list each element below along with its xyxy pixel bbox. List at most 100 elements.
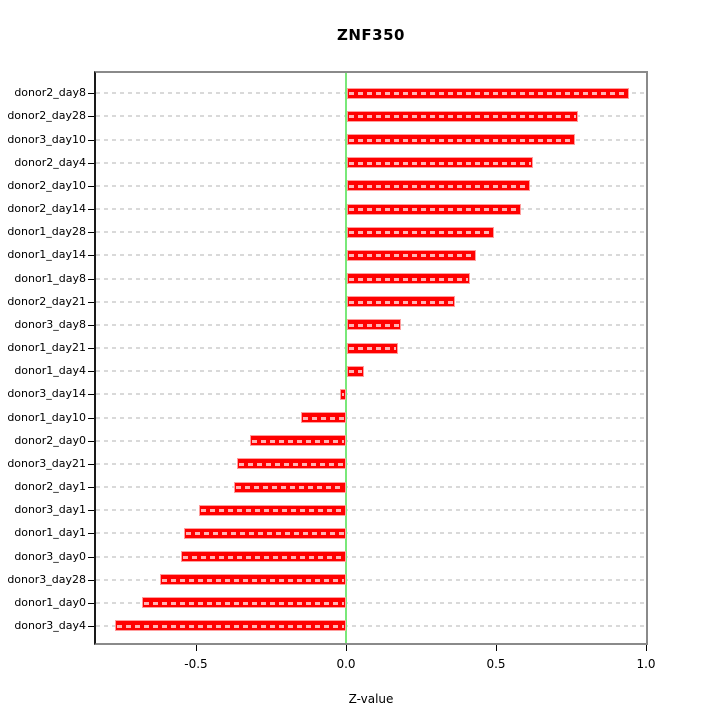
y-axis-label: donor2_day21: [7, 294, 86, 308]
y-tick: [88, 255, 94, 257]
bar: [347, 226, 494, 238]
y-tick: [88, 625, 94, 627]
bar: [347, 319, 401, 331]
x-tick-label: 0.0: [336, 657, 356, 671]
y-tick: [88, 371, 94, 373]
x-tick: [646, 645, 647, 651]
gridline: [96, 578, 646, 581]
y-tick: [88, 510, 94, 512]
gridline: [96, 486, 646, 489]
bar-hatch: [349, 231, 492, 235]
y-tick: [88, 579, 94, 581]
bar: [347, 180, 530, 192]
bar: [184, 527, 346, 539]
y-axis-label: donor3_day21: [7, 456, 86, 470]
bar-hatch: [349, 347, 396, 351]
bar-hatch: [349, 323, 399, 327]
y-tick: [88, 440, 94, 442]
bar-hatch: [342, 393, 344, 397]
bar-hatch: [349, 115, 576, 119]
bar-hatch: [349, 277, 468, 281]
bar: [160, 574, 346, 586]
plot-area: [94, 71, 648, 645]
bar-hatch: [144, 601, 344, 605]
y-axis-label: donor2_day10: [7, 178, 86, 192]
gridline: [96, 509, 646, 512]
gridline: [96, 532, 646, 535]
bar: [347, 273, 470, 285]
bar-hatch: [349, 208, 519, 212]
x-tick-label: 0.5: [486, 657, 506, 671]
y-axis-label: donor1_day28: [7, 225, 86, 239]
y-axis-label: donor2_day4: [14, 155, 86, 169]
y-axis-label: donor3_day1: [14, 503, 86, 517]
gridline: [96, 439, 646, 442]
y-axis-label: donor3_day4: [14, 618, 86, 632]
bar-hatch: [117, 624, 344, 628]
bar-hatch: [183, 555, 344, 559]
y-tick: [88, 139, 94, 141]
y-tick: [88, 394, 94, 396]
bar: [347, 110, 578, 122]
y-axis-label: donor3_day10: [7, 132, 86, 146]
bar-hatch: [252, 439, 344, 443]
y-tick: [88, 533, 94, 535]
zero-line: [345, 73, 347, 643]
y-tick: [88, 185, 94, 187]
bar: [181, 551, 346, 562]
bar: [347, 296, 455, 308]
bar-hatch: [349, 300, 453, 304]
gridline: [96, 462, 646, 465]
x-tick-label: -0.5: [184, 657, 208, 671]
bar-hatch: [349, 370, 362, 374]
y-axis-label: donor2_day14: [7, 202, 86, 216]
y-tick: [88, 602, 94, 604]
y-tick: [88, 278, 94, 280]
x-axis-title: Z-value: [348, 692, 394, 706]
y-axis-label: donor1_day1: [14, 526, 86, 540]
y-tick: [88, 463, 94, 465]
x-tick: [346, 645, 347, 651]
bar-hatch: [349, 184, 528, 188]
y-tick: [88, 232, 94, 234]
y-axis-label: donor2_day28: [7, 109, 86, 123]
bar-hatch: [349, 92, 627, 96]
y-axis-label: donor2_day8: [14, 86, 86, 100]
gridline: [96, 370, 646, 373]
bar: [233, 481, 346, 493]
y-tick: [88, 162, 94, 164]
y-axis-label: donor1_day8: [14, 271, 86, 285]
bar: [347, 134, 575, 146]
bar: [347, 342, 398, 354]
y-tick: [88, 116, 94, 118]
bars-layer: [96, 73, 646, 643]
bar-hatch: [349, 254, 474, 258]
y-axis-label: donor3_day0: [14, 549, 86, 563]
y-axis-label: donor3_day28: [7, 572, 86, 586]
bar: [347, 203, 521, 215]
bar-hatch: [349, 161, 531, 165]
x-tick: [496, 645, 497, 651]
bar: [347, 249, 476, 261]
y-axis-label: donor3_day14: [7, 387, 86, 401]
x-tick-label: 1.0: [636, 657, 656, 671]
y-axis-label: donor2_day0: [14, 433, 86, 447]
bar: [250, 435, 346, 447]
bar: [115, 620, 346, 632]
gridline: [96, 416, 646, 419]
bar: [347, 157, 533, 169]
bar-hatch: [303, 416, 344, 420]
gridline: [96, 601, 646, 604]
y-tick: [88, 209, 94, 211]
bar-hatch: [186, 532, 344, 536]
y-axis-label: donor1_day21: [7, 341, 86, 355]
bar-hatch: [349, 138, 573, 142]
y-axis-label: donor1_day14: [7, 248, 86, 262]
gridline: [96, 393, 646, 396]
y-axis-label: donor1_day0: [14, 595, 86, 609]
bar-hatch: [238, 462, 344, 466]
gridline: [96, 624, 646, 627]
y-tick: [88, 301, 94, 303]
y-axis-label: donor3_day8: [14, 317, 86, 331]
y-tick: [88, 417, 94, 419]
